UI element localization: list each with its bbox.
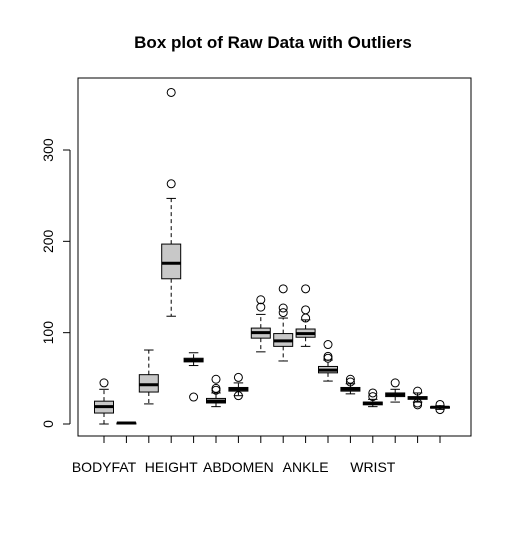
x-tick-label: ANKLE [283,459,329,475]
box-group [228,372,249,401]
outlier-point [413,398,423,408]
outlier-point [323,351,333,361]
outlier-point [435,399,445,409]
outlier-point [211,374,221,384]
outlier-point [345,377,355,387]
x-tick-label: ABDOMEN [203,459,274,475]
outlier-point [278,308,288,318]
outlier-point [323,340,333,350]
outlier-point [189,392,199,402]
box-group [385,378,406,403]
box-group [273,284,294,362]
box-series [94,87,450,425]
box-group [407,386,428,410]
outlier-point [368,388,378,398]
x-tick-label: WRIST [350,459,396,475]
box-group [295,284,316,347]
box-iqr [161,243,182,280]
outlier-point [278,303,288,313]
outlier-point [278,284,288,294]
x-tick-label: HEIGHT [145,459,198,475]
outlier-point [256,302,266,312]
box-group [116,421,137,425]
outlier-point [166,87,176,97]
x-axis: BODYFAT HEIGHT ABDOMEN ANKLE WRIST [72,435,441,475]
box-group [183,352,204,402]
outlier-point [368,392,378,402]
outlier-point [345,374,355,384]
chart-title: Box plot of Raw Data with Outliers [134,33,412,52]
outlier-point [211,383,221,393]
box-group [206,374,226,408]
y-tick-label: 100 [40,321,56,345]
box-group [161,87,182,317]
outlier-point [390,378,400,388]
box-group [250,295,271,353]
box-group [362,388,383,408]
box-group [318,340,338,382]
outlier-point [435,405,445,415]
box-group [94,378,114,425]
box-group [430,399,450,415]
outlier-point [301,284,311,294]
outlier-point [323,353,333,363]
outlier-point [233,391,243,401]
outlier-point [166,179,176,189]
y-tick-label: 0 [40,420,56,428]
y-tick-label: 200 [40,229,56,253]
outlier-point [99,378,109,388]
x-tick-label: BODYFAT [72,459,137,475]
outlier-point [233,372,243,382]
outlier-point [301,305,311,315]
plot-frame [77,77,472,437]
y-axis: 0 100 200 300 [40,138,71,428]
outlier-point [413,386,423,396]
outlier-point [256,295,266,305]
y-tick-label: 300 [40,138,56,162]
box-group [340,374,361,395]
box-group [138,349,159,405]
